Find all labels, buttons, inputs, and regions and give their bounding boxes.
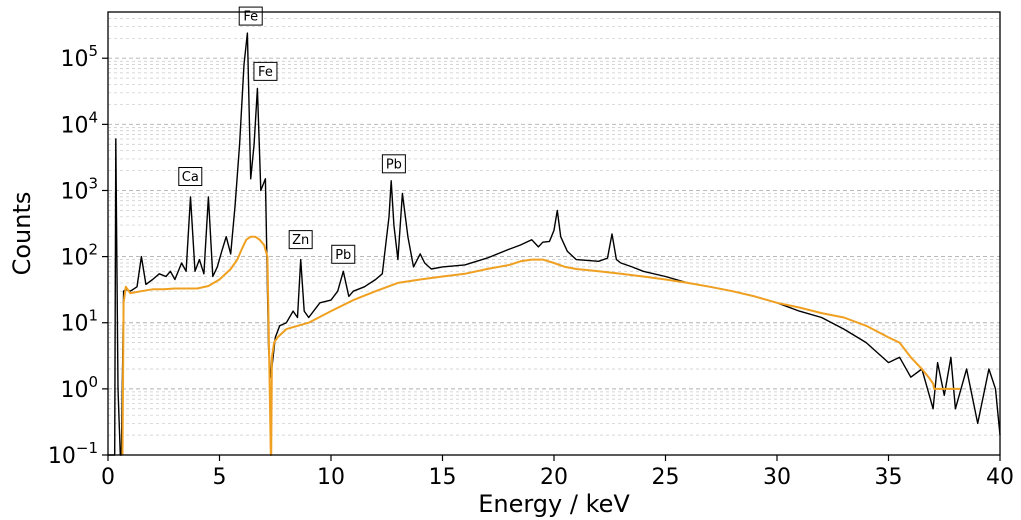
peak-label-text: Fe <box>243 10 258 25</box>
x-tick-label: 15 <box>429 465 457 490</box>
y-tick-label: 102 <box>60 241 98 271</box>
peak-label-box <box>331 244 356 264</box>
x-axis-ticks: 0 5 10 15 20 25 30 35 40 <box>101 455 1014 490</box>
peak-label: Ca <box>178 167 203 187</box>
y-tick-label: 103 <box>60 174 98 204</box>
peak-label: Zn <box>288 230 313 250</box>
grid-lines <box>108 11 1000 456</box>
peak-label-text: Pb <box>335 248 351 263</box>
peak-label-text: Pb <box>386 157 402 172</box>
peak-label: Fe <box>238 6 263 26</box>
x-tick-label: 10 <box>317 465 345 490</box>
x-axis-title: Energy / keV <box>478 490 630 518</box>
peak-label-box <box>288 230 313 250</box>
x-tick-label: 30 <box>763 465 791 490</box>
x-tick-label: 0 <box>101 465 115 490</box>
y-axis-ticks: 10−1 100 101 102 103 104 105 <box>48 42 108 469</box>
series-background-line <box>121 235 960 456</box>
peak-label: Fe <box>253 61 278 81</box>
peak-label-text: Fe <box>258 65 273 80</box>
y-tick-label: 104 <box>60 108 98 138</box>
x-tick-label: 5 <box>213 465 227 490</box>
x-tick-label: 35 <box>875 465 903 490</box>
series-layer <box>108 32 1001 456</box>
y-axis-title: Counts <box>8 192 36 276</box>
peak-label-box <box>253 61 278 81</box>
x-tick-label: 20 <box>540 465 568 490</box>
y-tick-label: 101 <box>60 307 98 337</box>
y-tick-label: 105 <box>60 42 98 72</box>
y-tick-label: 100 <box>60 373 98 403</box>
peak-label-text: Ca <box>182 170 199 185</box>
peak-label: Pb <box>331 244 356 264</box>
peak-label-box <box>178 167 203 187</box>
peak-label-box <box>381 154 406 174</box>
x-tick-label: 40 <box>986 465 1014 490</box>
x-tick-label: 25 <box>652 465 680 490</box>
peak-label: Pb <box>381 154 406 174</box>
y-tick-label: 10−1 <box>48 439 98 469</box>
peak-label-text: Zn <box>292 233 309 248</box>
